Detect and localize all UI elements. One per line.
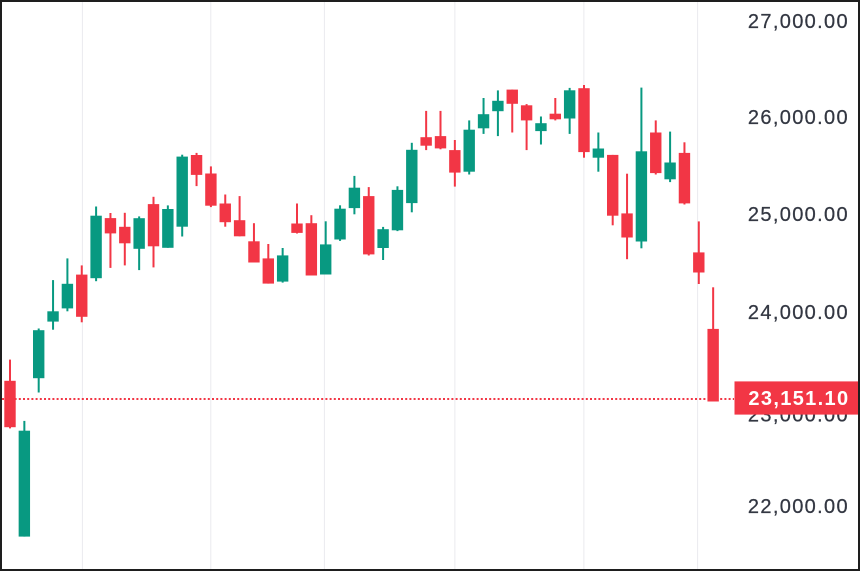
- svg-text:23,151.10: 23,151.10: [748, 388, 849, 410]
- svg-text:24,000.00: 24,000.00: [748, 302, 849, 324]
- svg-text:25,000.00: 25,000.00: [748, 204, 849, 226]
- svg-text:22,000.00: 22,000.00: [748, 496, 849, 518]
- svg-text:26,000.00: 26,000.00: [748, 107, 849, 129]
- svg-text:27,000.00: 27,000.00: [748, 11, 849, 33]
